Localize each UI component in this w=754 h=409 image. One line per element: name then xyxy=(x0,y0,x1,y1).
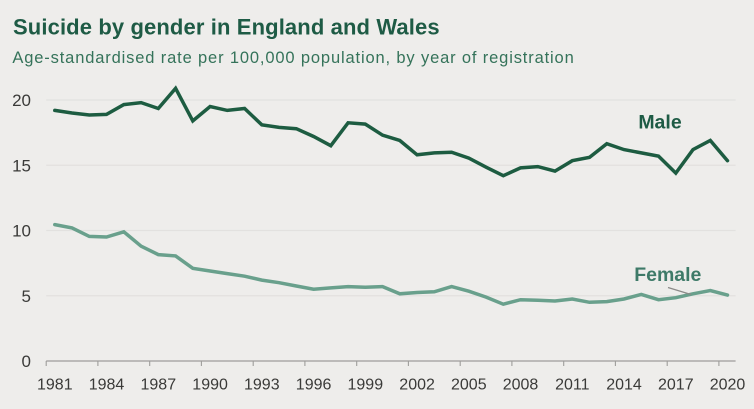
svg-text:Male: Male xyxy=(638,112,682,134)
svg-text:2005: 2005 xyxy=(451,376,487,393)
svg-text:Age-standardised rate per 100,: Age-standardised rate per 100,000 popula… xyxy=(12,49,574,67)
svg-text:1981: 1981 xyxy=(37,376,73,393)
svg-text:1996: 1996 xyxy=(296,376,332,393)
svg-text:1999: 1999 xyxy=(348,376,384,393)
svg-text:1990: 1990 xyxy=(192,376,228,393)
svg-text:20: 20 xyxy=(12,91,31,110)
svg-text:10: 10 xyxy=(12,222,31,241)
svg-text:2011: 2011 xyxy=(555,376,590,393)
svg-text:Suicide by gender in England a: Suicide by gender in England and Wales xyxy=(13,14,440,39)
svg-text:5: 5 xyxy=(22,287,31,306)
svg-text:0: 0 xyxy=(22,352,31,371)
svg-text:1993: 1993 xyxy=(244,376,280,393)
svg-text:1984: 1984 xyxy=(89,376,125,393)
svg-text:2017: 2017 xyxy=(658,376,694,393)
svg-text:15: 15 xyxy=(12,156,31,175)
svg-text:2002: 2002 xyxy=(399,376,435,393)
svg-text:2020: 2020 xyxy=(710,376,746,393)
svg-text:Female: Female xyxy=(634,264,701,286)
svg-text:2014: 2014 xyxy=(606,376,642,393)
svg-text:2008: 2008 xyxy=(503,376,539,393)
svg-text:1987: 1987 xyxy=(141,376,177,393)
